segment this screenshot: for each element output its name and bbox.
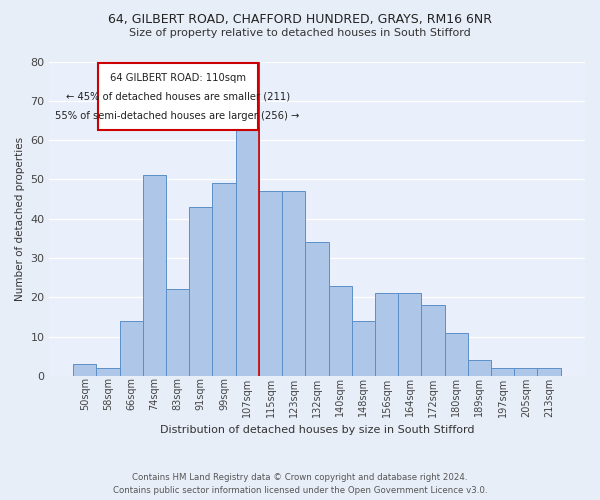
Y-axis label: Number of detached properties: Number of detached properties	[15, 136, 25, 301]
Bar	[445, 332, 468, 376]
Bar	[375, 294, 398, 376]
Bar	[352, 321, 375, 376]
Bar	[119, 321, 143, 376]
Text: 55% of semi-detached houses are larger (256) →: 55% of semi-detached houses are larger (…	[55, 110, 300, 120]
Bar	[421, 305, 445, 376]
Bar	[398, 294, 421, 376]
X-axis label: Distribution of detached houses by size in South Stifford: Distribution of detached houses by size …	[160, 425, 474, 435]
Bar	[491, 368, 514, 376]
Bar	[538, 368, 560, 376]
Bar	[166, 290, 189, 376]
Text: 64, GILBERT ROAD, CHAFFORD HUNDRED, GRAYS, RM16 6NR: 64, GILBERT ROAD, CHAFFORD HUNDRED, GRAY…	[108, 12, 492, 26]
Text: ← 45% of detached houses are smaller (211): ← 45% of detached houses are smaller (21…	[65, 92, 290, 102]
Bar	[468, 360, 491, 376]
Bar	[282, 191, 305, 376]
Bar	[98, 64, 258, 130]
Bar	[189, 207, 212, 376]
Bar	[514, 368, 538, 376]
Text: 64 GILBERT ROAD: 110sqm: 64 GILBERT ROAD: 110sqm	[110, 73, 245, 83]
Bar	[212, 184, 236, 376]
Bar	[329, 286, 352, 376]
Bar	[143, 176, 166, 376]
Text: Size of property relative to detached houses in South Stifford: Size of property relative to detached ho…	[129, 28, 471, 38]
Bar	[305, 242, 329, 376]
Text: Contains HM Land Registry data © Crown copyright and database right 2024.
Contai: Contains HM Land Registry data © Crown c…	[113, 474, 487, 495]
Bar	[97, 368, 119, 376]
Bar	[259, 191, 282, 376]
Bar	[236, 128, 259, 376]
Bar	[73, 364, 97, 376]
